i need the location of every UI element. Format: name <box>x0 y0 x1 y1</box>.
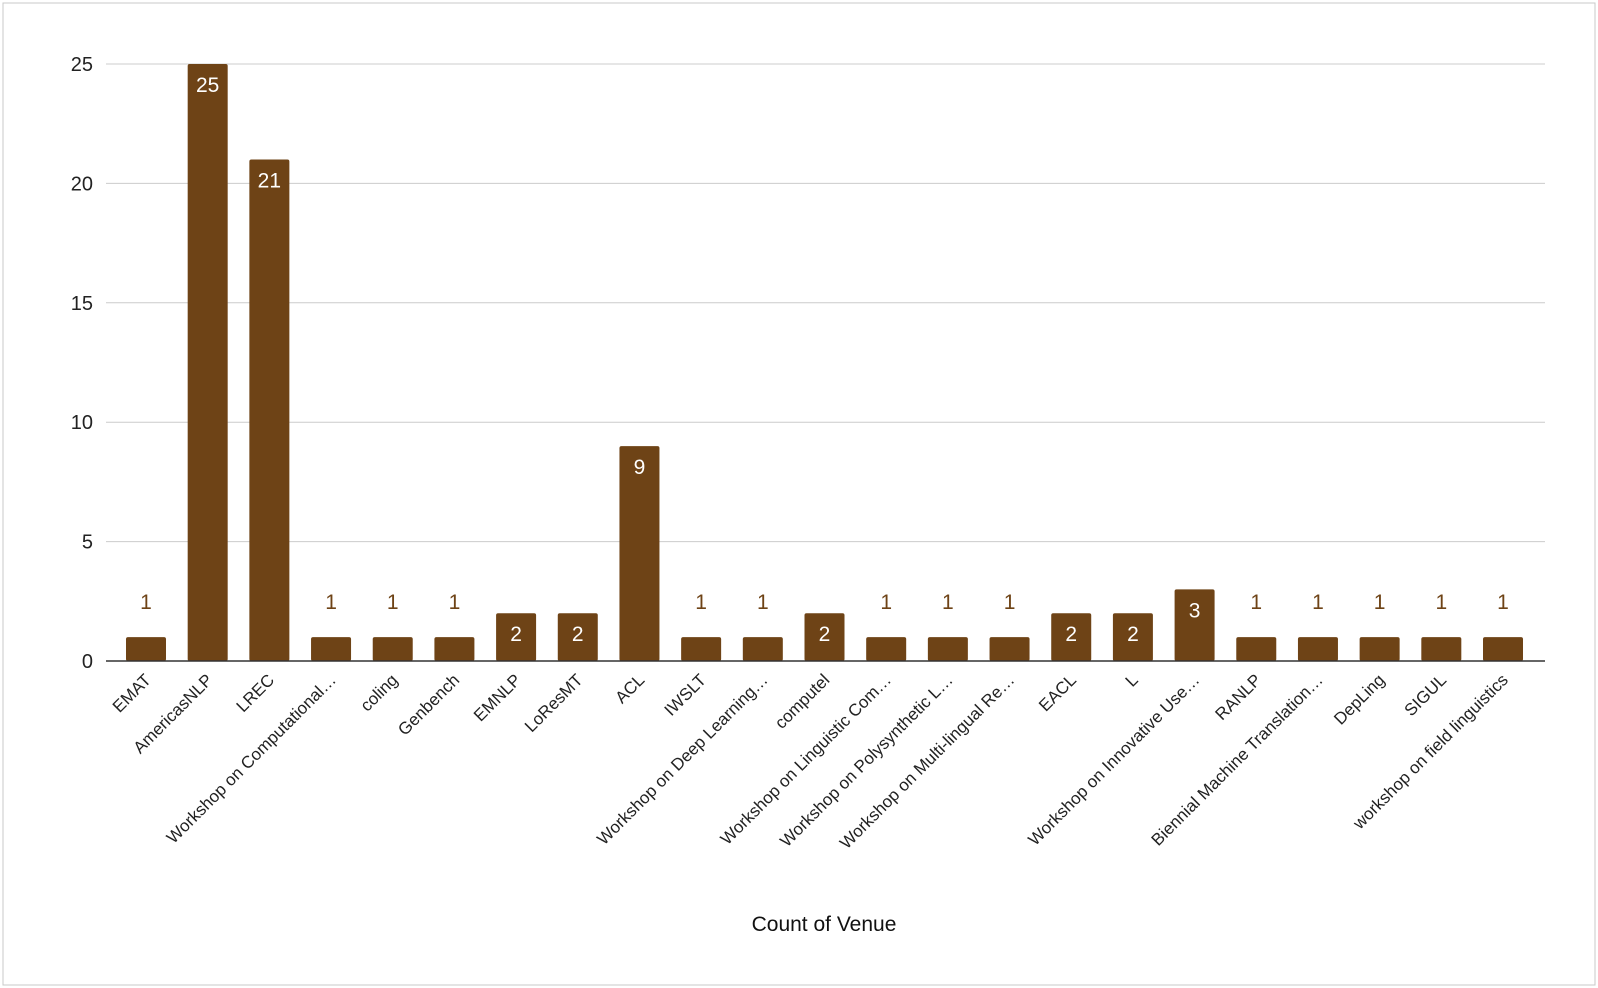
data-label: 2 <box>1065 623 1077 646</box>
data-label: 1 <box>1435 591 1447 614</box>
bar <box>1112 613 1153 661</box>
data-label: 1 <box>449 591 461 614</box>
y-tick-label: 15 <box>71 293 93 315</box>
y-tick-label: 5 <box>82 532 93 554</box>
bar <box>804 613 845 661</box>
bar <box>1236 637 1277 661</box>
data-label: 1 <box>1497 591 1509 614</box>
data-label: 1 <box>695 591 707 614</box>
bar <box>187 64 228 661</box>
data-label: 1 <box>1312 591 1324 614</box>
data-label: 3 <box>1189 599 1201 622</box>
data-label: 1 <box>140 591 152 614</box>
x-axis-title: Count of Venue <box>752 913 897 936</box>
data-label: 1 <box>1374 591 1386 614</box>
bar <box>1359 637 1400 661</box>
y-tick-label: 20 <box>71 173 93 195</box>
bar <box>372 637 413 661</box>
data-label: 25 <box>196 74 219 97</box>
data-label: 21 <box>258 170 281 193</box>
bar <box>434 637 475 661</box>
bar <box>866 637 907 661</box>
bar <box>249 159 290 661</box>
bar <box>496 613 537 661</box>
gridlines <box>106 63 1545 543</box>
bar <box>1174 589 1215 661</box>
data-label: 9 <box>634 456 646 479</box>
bar <box>1421 637 1462 661</box>
bar <box>126 637 166 661</box>
bar <box>619 446 660 661</box>
bars <box>126 64 1523 661</box>
data-label: 1 <box>880 591 892 614</box>
data-label: 1 <box>325 591 337 614</box>
y-tick-label: 25 <box>71 54 93 76</box>
data-label: 1 <box>1004 591 1016 614</box>
y-tick-label: 10 <box>71 412 93 434</box>
data-label: 2 <box>510 623 522 646</box>
bar <box>927 637 968 661</box>
data-label: 2 <box>1127 623 1139 646</box>
data-label: 2 <box>819 623 831 646</box>
data-label: 1 <box>1250 591 1262 614</box>
data-label: 1 <box>942 591 954 614</box>
bar <box>1483 637 1523 661</box>
bar <box>989 637 1030 661</box>
y-tick-label: 0 <box>82 651 93 673</box>
bar <box>557 613 598 661</box>
data-label: 2 <box>572 623 584 646</box>
bar <box>742 637 783 661</box>
data-label: 1 <box>757 591 769 614</box>
bar <box>1051 613 1092 661</box>
data-label: 1 <box>387 591 399 614</box>
bar <box>1297 637 1338 661</box>
bar <box>311 637 352 661</box>
y-axis-ticks: 0 5 10 15 20 25 <box>71 54 93 673</box>
bar <box>681 637 722 661</box>
